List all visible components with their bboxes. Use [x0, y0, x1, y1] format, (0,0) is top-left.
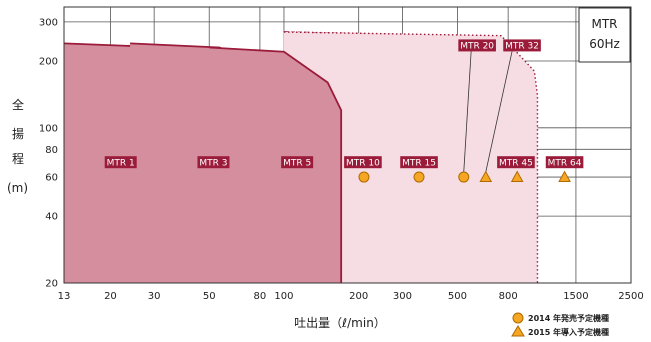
leader-mtr-32 [485, 51, 513, 173]
x-tick-label-10: 1500 [563, 291, 588, 302]
label-bg-mtr-5 [281, 156, 314, 169]
y-tick-label-2: 60 [45, 173, 58, 184]
legend-circle-icon [512, 312, 524, 324]
label-bg-mtr-20 [458, 39, 496, 52]
y-tick-label-4: 100 [39, 123, 58, 134]
ylabel-char-1: 全 [12, 97, 24, 112]
area-mtr-5 [209, 47, 342, 284]
label-mtr-5: MTR 5 [283, 158, 311, 168]
y-tick-label-6: 300 [39, 17, 58, 28]
y-tick-label-5: 200 [39, 56, 58, 67]
x-tick-label-7: 300 [393, 291, 412, 302]
x-axis-title: 吐出量（ℓ/min） [294, 316, 386, 330]
marker-2015-0 [479, 170, 493, 183]
series-labels: MTR 1 MTR 3 MTR 5 MTR 10 MTR 15 MTR 20 MTR 32 M… [104, 39, 584, 169]
model-box-line1: MTR [591, 17, 617, 31]
curve-mtr-64 [283, 31, 539, 283]
marker-2015-1 [510, 170, 524, 183]
label-bg-mtr-3 [197, 156, 230, 169]
ylabel-char-2: 揚 [12, 127, 24, 141]
plot-frame [63, 6, 632, 284]
x-tick-label-9: 800 [499, 291, 518, 302]
marker-2014-2 [458, 171, 470, 183]
label-mtr-45: MTR 45 [499, 158, 533, 168]
marker-2015-2 [558, 170, 571, 183]
marker-2014-0 [358, 171, 370, 183]
x-tick-label-2: 30 [148, 291, 161, 302]
x-tick-label-0: 13 [58, 291, 71, 302]
label-mtr-32: MTR 32 [505, 42, 539, 52]
ylabel-char-3: 程 [12, 151, 24, 166]
ylabel-char-4: (m) [7, 181, 28, 195]
x-tick-label-5: 100 [274, 291, 293, 302]
marker-points [358, 170, 571, 183]
legend-triangle-label: 2015 年導入予定機種 [528, 327, 609, 337]
label-mtr-1: MTR 1 [107, 158, 135, 168]
x-tick-label-1: 20 [104, 291, 117, 302]
label-mtr-10: MTR 10 [346, 158, 380, 168]
label-bg-mtr-64 [545, 156, 584, 169]
label-mtr-20: MTR 20 [460, 42, 494, 52]
x-tick-label-8: 500 [448, 291, 467, 302]
label-mtr-15: MTR 15 [402, 158, 436, 168]
label-bg-mtr-32 [503, 39, 541, 52]
y-axis-ticks: 20 40 60 80 100 200 300 [39, 17, 58, 289]
label-bg-mtr-15 [400, 156, 438, 169]
curve-mtr-5 [209, 46, 343, 283]
leader-mtr-20 [463, 51, 472, 173]
x-axis-ticks: 13 20 30 50 80 100 200 300 500 800 1500 2500 [58, 291, 644, 302]
label-bg-mtr-10 [344, 156, 382, 169]
x-tick-label-6: 200 [349, 291, 368, 302]
marker-2014-1 [413, 171, 425, 183]
legend-triangle-icon [511, 325, 525, 337]
label-bg-mtr-1 [104, 156, 137, 169]
x-tick-label-3: 50 [203, 291, 216, 302]
y-tick-label-1: 40 [45, 212, 58, 223]
model-box [578, 7, 631, 63]
model-box-line2: 60Hz [589, 37, 620, 51]
legend-circle-label: 2014 年発売予定機種 [528, 313, 609, 323]
label-mtr-64: MTR 64 [548, 158, 582, 168]
label-mtr-3: MTR 3 [199, 158, 227, 168]
x-tick-label-4: 80 [254, 291, 267, 302]
label-leader-lines [463, 51, 513, 173]
label-bg-mtr-45 [497, 156, 535, 169]
y-tick-label-3: 80 [45, 145, 58, 156]
x-tick-label-11: 2500 [618, 291, 643, 302]
y-tick-label-0: 20 [45, 279, 58, 290]
